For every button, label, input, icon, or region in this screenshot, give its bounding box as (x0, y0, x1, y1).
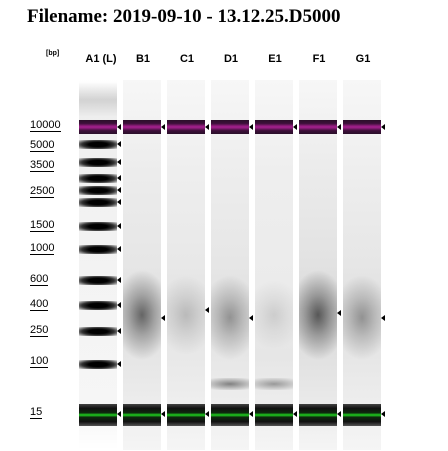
sample-smear (123, 270, 161, 360)
upper-marker-tick (205, 124, 209, 130)
lane-g1 (343, 80, 381, 450)
ladder-label-5000: 5000 (30, 139, 55, 152)
sample-smear (167, 275, 205, 355)
lower-marker-band (255, 404, 293, 426)
ladder-tick (117, 175, 121, 181)
lower-marker-band (167, 404, 205, 426)
filename-title: Filename: 2019-09-10 - 13.12.25.D5000 (27, 6, 341, 27)
lower-marker-band (343, 404, 381, 426)
sample-smear (299, 270, 337, 360)
ladder-tick (117, 159, 121, 165)
sample-smear (255, 280, 293, 350)
ladder-band (79, 360, 117, 369)
lane-label-c1: C1 (179, 53, 195, 65)
ladder-tick (117, 328, 121, 334)
lower-marker-band (211, 404, 249, 426)
peak-tick-f1 (337, 310, 341, 316)
upper-marker-band (343, 120, 381, 134)
bp-unit-label: [bp] (46, 50, 60, 57)
peak-tick-c1 (205, 307, 209, 313)
upper-marker-band (123, 120, 161, 134)
ladder-label-400: 400 (30, 298, 49, 311)
upper-marker-band (255, 120, 293, 134)
upper-marker-tick (293, 124, 297, 130)
lane-d1 (211, 80, 249, 450)
lane-a1-ladder (79, 80, 117, 450)
lane-label-b1: B1 (135, 53, 151, 65)
upper-marker-tick (381, 124, 385, 130)
ladder-tick (117, 277, 121, 283)
ladder-tick (117, 246, 121, 252)
ladder-tick (117, 223, 121, 229)
lower-marker-tick (293, 411, 297, 417)
ladder-label-1500: 1500 (30, 219, 55, 232)
peak-tick-d1 (249, 315, 253, 321)
lane-label-a1: A1 (L) (85, 53, 117, 65)
sample-smear (211, 275, 249, 360)
lane-label-g1: G1 (355, 53, 371, 65)
upper-marker-band (167, 120, 205, 134)
lower-marker-tick (337, 411, 341, 417)
lane-label-f1: F1 (312, 53, 326, 65)
ladder-tick (117, 124, 121, 130)
lower-marker-band (299, 404, 337, 426)
ladder-band (79, 198, 117, 207)
lower-marker-tick (161, 411, 165, 417)
upper-marker-band (299, 120, 337, 134)
primer-band (255, 378, 293, 390)
upper-marker-tick (249, 124, 253, 130)
ladder-band (79, 222, 117, 231)
ladder-band (79, 140, 117, 149)
ladder-tick (117, 411, 121, 417)
ladder-band (79, 158, 117, 167)
ladder-tick (117, 302, 121, 308)
peak-tick-g1 (381, 315, 385, 321)
peak-tick-b1 (161, 315, 165, 321)
ladder-label-1000: 1000 (30, 242, 55, 255)
ladder-label-3500: 3500 (30, 159, 55, 172)
lower-marker-tick (249, 411, 253, 417)
ladder-label-15: 15 (30, 406, 43, 419)
ladder-label-250: 250 (30, 324, 49, 337)
upper-marker-band (79, 120, 117, 134)
ladder-tick (117, 199, 121, 205)
lower-marker-tick (381, 411, 385, 417)
lane-f1 (299, 80, 337, 450)
ladder-band (79, 174, 117, 183)
lane-b1 (123, 80, 161, 450)
ladder-band (79, 276, 117, 285)
lower-marker-tick (205, 411, 209, 417)
lane-e1 (255, 80, 293, 450)
sample-smear (343, 275, 381, 360)
lane-label-d1: D1 (223, 53, 239, 65)
lower-marker-band (79, 404, 117, 426)
ladder-smear (79, 82, 117, 117)
ladder-label-100: 100 (30, 355, 49, 368)
lower-marker-band (123, 404, 161, 426)
lane-label-e1: E1 (268, 53, 282, 65)
lane-c1 (167, 80, 205, 450)
ladder-band (79, 301, 117, 310)
ladder-tick (117, 187, 121, 193)
ladder-band (79, 186, 117, 195)
ladder-band (79, 327, 117, 336)
ladder-tick (117, 141, 121, 147)
primer-band (211, 378, 249, 390)
ladder-band (79, 245, 117, 254)
ladder-label-2500: 2500 (30, 185, 55, 198)
upper-marker-tick (337, 124, 341, 130)
ladder-label-10000: 10000 (30, 119, 61, 132)
upper-marker-tick (161, 124, 165, 130)
upper-marker-band (211, 120, 249, 134)
ladder-label-600: 600 (30, 273, 49, 286)
ladder-tick (117, 361, 121, 367)
